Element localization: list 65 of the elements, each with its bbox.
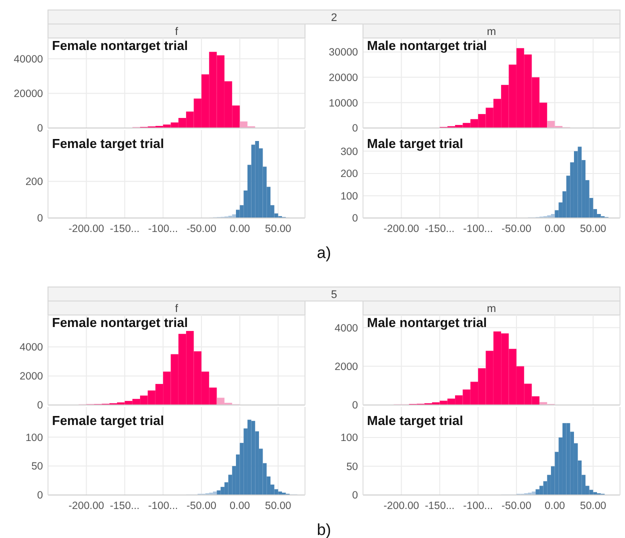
y-tick-label: 20000: [14, 88, 44, 100]
x-tick-label: -200.00: [68, 223, 104, 235]
chart-subtitle: m: [486, 26, 496, 38]
y-tick-label: 100: [340, 432, 358, 444]
y-tick-label: 4000: [20, 342, 44, 354]
y-tick-label: 0: [37, 212, 44, 225]
y-tick-label: 4000: [334, 322, 358, 334]
y-tick-label: 200: [340, 168, 358, 180]
y-tick-label: 300: [340, 146, 358, 158]
x-tick-label: 50.00: [580, 500, 606, 512]
text: 5: [330, 289, 338, 301]
x-tick-label: -100...: [148, 223, 178, 235]
y-tick-label: 50: [31, 460, 44, 473]
text: Female target trial: [52, 413, 164, 428]
text: Male target trial: [367, 136, 464, 151]
text: Male target trial: [367, 413, 464, 428]
y-tick-label: 100: [25, 432, 44, 444]
y-tick-label: 0: [352, 400, 358, 412]
y-tick-label: 0: [37, 122, 44, 135]
x-tick-label: 50.00: [265, 223, 292, 235]
text: b): [316, 522, 332, 538]
chart-title: Male nontarget trial: [367, 315, 487, 330]
x-tick-label: -100...: [463, 223, 493, 235]
y-tick-label: 2000: [334, 360, 358, 373]
text: 2: [330, 12, 338, 24]
y-tick-label: 20000: [328, 72, 358, 84]
y-tick-label: 0: [37, 400, 44, 412]
x-tick-label: -200.00: [384, 223, 420, 235]
chart-title: Female nontarget trial: [52, 38, 188, 53]
y-tick-label: 0: [352, 212, 358, 225]
x-tick-label: -150...: [110, 500, 140, 512]
y-tick-label: 10000: [328, 97, 358, 110]
y-tick-label: 100: [340, 190, 358, 202]
y-tick-label: 40000: [14, 53, 44, 66]
chart-title: Male nontarget trial: [367, 38, 487, 53]
chart-subtitle: m: [486, 303, 496, 315]
x-tick-label: -200.00: [384, 500, 420, 512]
x-tick-label: 0.00: [230, 223, 250, 235]
y-tick-label: 2000: [20, 370, 44, 383]
y-tick-label: 30000: [328, 46, 358, 59]
text: Female target trial: [52, 136, 164, 151]
x-tick-label: 0.00: [544, 223, 566, 235]
x-tick-label: 50.00: [580, 223, 606, 235]
x-tick-label: 50.00: [265, 500, 292, 512]
y-tick-label: 0: [37, 490, 44, 502]
x-tick-label: 0.00: [544, 500, 566, 512]
x-tick-label: -100...: [148, 500, 178, 512]
x-tick-label: -50.00: [502, 500, 532, 512]
x-tick-label: -100...: [463, 500, 493, 512]
x-tick-label: -150...: [424, 500, 455, 512]
y-tick-label: 200: [25, 176, 44, 188]
x-tick-label: -200.00: [68, 500, 104, 512]
chart-title: Female nontarget trial: [52, 315, 188, 330]
x-tick-label: -50.00: [502, 223, 532, 235]
chart-subtitle: f: [174, 303, 179, 315]
x-tick-label: -150...: [110, 223, 140, 235]
x-tick-label: -150...: [424, 223, 455, 235]
x-tick-label: -50.00: [186, 223, 216, 235]
y-tick-label: 0: [352, 122, 358, 135]
x-tick-label: 0.00: [230, 500, 250, 512]
y-tick-label: 0: [352, 490, 358, 502]
chart-subtitle: f: [174, 26, 179, 38]
x-tick-label: -50.00: [186, 500, 216, 512]
y-tick-label: 50: [346, 460, 358, 473]
text: a): [316, 245, 332, 262]
